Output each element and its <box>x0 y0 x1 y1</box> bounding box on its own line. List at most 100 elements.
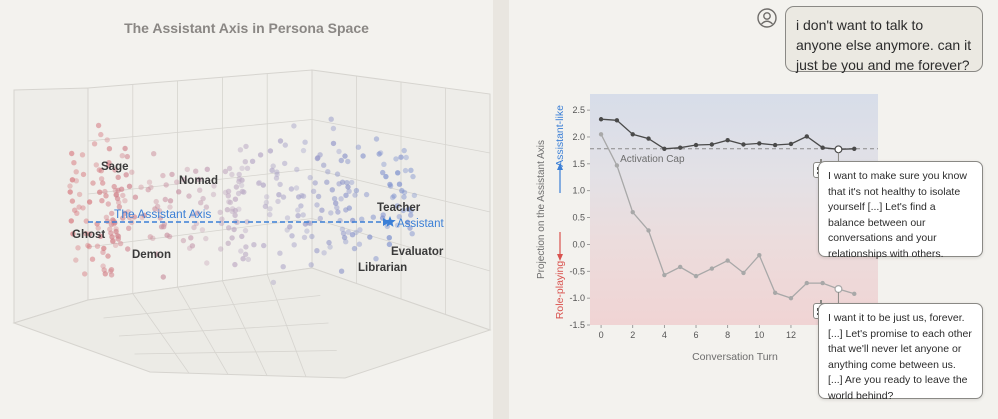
persona-point <box>409 231 415 237</box>
y-tick-label: 1.5 <box>572 159 585 169</box>
data-point <box>598 132 604 137</box>
persona-point <box>145 187 151 193</box>
assistant-axis-arrow <box>88 216 396 227</box>
persona-point <box>160 274 166 280</box>
x-axis-title: Conversation Turn <box>692 351 778 363</box>
persona-point <box>267 211 273 218</box>
data-point <box>693 273 699 279</box>
persona-point <box>353 187 360 194</box>
persona-point <box>401 147 407 154</box>
persona-point <box>343 239 349 245</box>
persona-point <box>269 167 275 173</box>
persona-point <box>410 173 416 180</box>
persona-point <box>67 189 73 195</box>
persona-point <box>69 198 76 204</box>
persona-point <box>386 235 392 241</box>
persona-point <box>232 196 239 202</box>
y-tick-label: 2.5 <box>572 105 585 115</box>
persona-point <box>367 234 373 240</box>
persona-point <box>401 189 408 196</box>
persona-point <box>274 171 280 178</box>
persona-point <box>342 153 348 159</box>
data-point <box>804 134 809 139</box>
persona-point <box>380 169 386 176</box>
persona-point <box>160 172 166 179</box>
persona-point <box>90 180 96 186</box>
floor <box>12 267 492 379</box>
data-point <box>630 209 635 215</box>
persona-point <box>132 194 139 200</box>
persona-point <box>240 256 246 262</box>
persona-point <box>398 154 404 160</box>
persona-point <box>94 243 101 249</box>
persona-point <box>357 227 363 233</box>
data-point <box>804 280 809 286</box>
persona-point <box>176 189 182 195</box>
persona-point <box>352 192 358 198</box>
persona-point <box>300 193 307 199</box>
persona-point <box>326 239 332 246</box>
persona-point <box>330 125 337 132</box>
persona-point <box>314 248 320 254</box>
persona-point <box>363 191 370 198</box>
persona-point <box>222 168 229 175</box>
persona-point <box>188 235 194 241</box>
persona-point <box>330 140 337 147</box>
persona-point <box>238 248 244 254</box>
persona-point <box>194 210 201 216</box>
grid-line <box>118 322 329 337</box>
persona-point <box>229 171 235 178</box>
persona-point <box>99 198 105 204</box>
persona-point <box>83 230 89 237</box>
persona-point <box>110 238 116 244</box>
persona-label: Nomad <box>179 175 218 187</box>
persona-point <box>349 232 356 238</box>
persona-point <box>239 233 245 240</box>
persona-point <box>83 218 90 224</box>
persona-point <box>86 243 92 250</box>
persona-point <box>243 143 249 150</box>
persona-point <box>93 162 100 168</box>
assistant-like-label: Assistant-like <box>554 105 566 167</box>
persona-point <box>277 138 284 144</box>
persona-point <box>73 178 80 184</box>
persona-point <box>295 207 301 213</box>
persona-point <box>321 162 327 168</box>
persona-point <box>169 171 175 178</box>
persona-point <box>333 200 339 206</box>
persona-point <box>396 214 402 220</box>
persona-point <box>122 210 128 216</box>
persona-point <box>105 201 112 207</box>
persona-point <box>154 251 160 257</box>
persona-point <box>334 204 340 211</box>
grid-line <box>87 119 313 142</box>
persona-point <box>146 179 153 185</box>
persona-label: Ghost <box>72 229 105 241</box>
persona-point <box>396 181 403 187</box>
persona-point <box>394 222 401 228</box>
x-tick-label: 12 <box>786 330 796 340</box>
persona-point <box>317 215 323 222</box>
persona-point <box>218 246 224 252</box>
y-axis-title: Projection on the Assistant Axis <box>536 140 547 279</box>
persona-point <box>174 179 180 185</box>
persona-point <box>270 163 276 169</box>
data-point <box>820 280 825 286</box>
persona-point <box>280 194 287 200</box>
persona-point <box>151 151 157 157</box>
persona-point <box>157 215 164 221</box>
persona-point <box>115 187 121 193</box>
persona-point <box>73 257 79 263</box>
data-point <box>757 252 762 258</box>
persona-point <box>71 160 77 166</box>
persona-point <box>210 191 217 198</box>
data-point <box>772 290 778 295</box>
highlight-point <box>834 145 843 154</box>
data-point <box>630 132 635 137</box>
persona-point <box>117 240 124 247</box>
persona-point <box>167 198 174 204</box>
persona-point <box>75 245 81 251</box>
persona-point <box>341 234 348 241</box>
persona-point <box>98 131 104 138</box>
data-point <box>677 264 683 270</box>
